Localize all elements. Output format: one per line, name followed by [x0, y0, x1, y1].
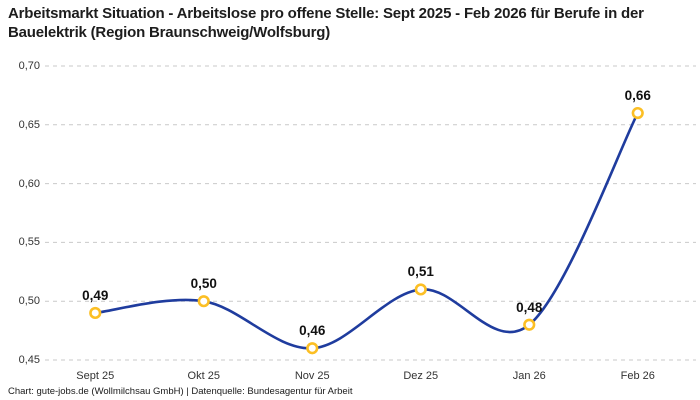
x-axis-tick-label: Nov 25: [294, 370, 330, 382]
data-point-marker: [197, 295, 210, 308]
chart-footer: Chart: gute-jobs.de (Wollmilchsau GmbH) …: [8, 386, 353, 397]
y-axis-tick-label: 0,45: [18, 354, 40, 366]
x-axis-tick-label: Sept 25: [76, 370, 115, 382]
data-point-label: 0,49: [82, 287, 109, 303]
y-axis-tick-label: 0,65: [18, 118, 40, 131]
data-point-label: 0,46: [299, 323, 326, 339]
x-axis-tick-label: Jan 26: [512, 370, 546, 382]
data-point-label: 0,50: [190, 276, 217, 292]
data-point-marker: [631, 106, 644, 120]
x-axis-tick-label: Feb 26: [620, 370, 655, 382]
y-axis-tick-label: 0,70: [18, 60, 40, 72]
data-point-marker: [306, 342, 319, 355]
y-axis-tick-label: 0,55: [18, 236, 40, 249]
y-axis-tick-label: 0,60: [18, 177, 40, 190]
chart-title: Arbeitsmarkt Situation - Arbeitslose pro…: [8, 5, 644, 41]
data-point-marker: [523, 318, 536, 331]
y-axis-tick-label: 0,50: [18, 295, 40, 308]
data-point-label: 0,66: [624, 88, 651, 104]
data-point-marker: [89, 306, 102, 320]
data-point-label: 0,48: [516, 299, 543, 315]
x-axis-tick-label: Dez 25: [403, 370, 439, 382]
data-point-label: 0,51: [407, 264, 434, 280]
data-point-marker: [414, 283, 427, 296]
x-axis-tick-label: Okt 25: [187, 370, 220, 382]
